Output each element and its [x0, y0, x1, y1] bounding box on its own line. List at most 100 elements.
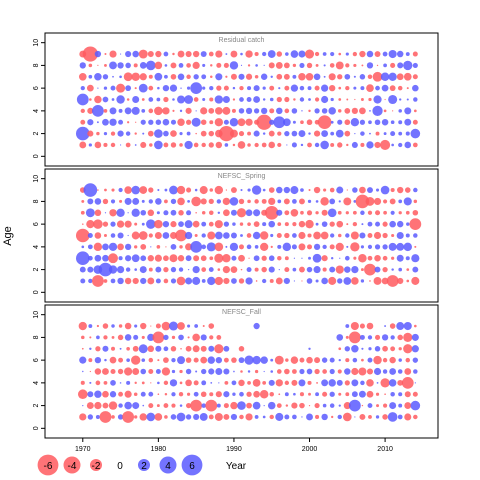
residual-bubble	[359, 232, 366, 239]
residual-bubble	[214, 242, 224, 252]
residual-bubble	[245, 73, 253, 80]
residual-bubble	[344, 73, 351, 80]
panel-title: Residual catch	[219, 37, 265, 44]
residual-bubble	[214, 344, 224, 354]
residual-bubble	[382, 369, 388, 374]
residual-bubble	[139, 266, 147, 274]
residual-bubble	[215, 368, 223, 375]
residual-bubble	[178, 392, 184, 397]
residual-bubble	[299, 368, 305, 375]
residual-bubble	[336, 186, 344, 194]
residual-bubble	[292, 199, 297, 204]
residual-bubble	[381, 334, 389, 341]
residual-bubble	[414, 245, 417, 248]
residual-bubble	[292, 233, 297, 238]
residual-bubble	[306, 210, 313, 216]
residual-bubble	[208, 198, 214, 205]
residual-bubble	[132, 368, 140, 375]
residual-bubble	[119, 53, 122, 55]
residual-bubble	[277, 142, 282, 148]
residual-bubble	[178, 267, 184, 272]
residual-bubble	[360, 142, 365, 147]
residual-bubble	[398, 358, 402, 362]
residual-bubble	[350, 231, 359, 240]
residual-bubble	[358, 367, 367, 376]
residual-bubble	[359, 50, 366, 58]
residual-bubble	[373, 197, 382, 205]
residual-bubble	[179, 143, 183, 147]
residual-bubble	[345, 392, 350, 397]
residual-bubble	[369, 110, 371, 112]
residual-bubble	[338, 358, 341, 362]
residual-bubble	[298, 231, 306, 240]
residual-bubble	[335, 242, 344, 251]
residual-bubble	[210, 64, 213, 67]
residual-bubble	[170, 278, 177, 284]
residual-bubble	[184, 220, 193, 229]
residual-bubble	[245, 118, 253, 126]
residual-bubble	[321, 277, 328, 285]
residual-bubble	[148, 391, 154, 397]
residual-bubble	[109, 61, 117, 70]
x-tick-label: 1990	[226, 446, 242, 453]
residual-bubble	[177, 118, 185, 126]
residual-bubble	[375, 85, 380, 91]
residual-bubble	[331, 415, 334, 419]
residual-bubble	[168, 321, 178, 331]
residual-bubble	[193, 255, 200, 262]
residual-bubble	[260, 356, 268, 364]
residual-bubble	[131, 231, 140, 240]
residual-bubble	[147, 255, 154, 262]
residual-bubble	[346, 245, 349, 248]
residual-bubble	[215, 391, 222, 398]
residual-bubble	[308, 109, 311, 113]
residual-bubble	[201, 211, 206, 215]
residual-bubble	[88, 74, 93, 79]
residual-bubble	[383, 109, 387, 113]
residual-bubble	[261, 198, 267, 204]
residual-bubble	[178, 63, 184, 68]
residual-bubble	[255, 64, 258, 67]
residual-bubble	[369, 132, 371, 135]
residual-bubble	[87, 414, 93, 420]
residual-bubble	[247, 380, 251, 385]
residual-bubble	[148, 108, 154, 114]
residual-bubble	[230, 209, 237, 216]
residual-bubble	[291, 379, 298, 386]
residual-bubble	[262, 188, 266, 192]
residual-bubble	[321, 209, 328, 216]
residual-bubble	[102, 323, 109, 329]
residual-bubble	[118, 256, 123, 261]
residual-bubble	[80, 86, 85, 91]
residual-bubble	[163, 51, 169, 57]
y-tick-label: 4	[33, 245, 40, 249]
residual-bubble	[194, 188, 198, 192]
residual-bubble	[396, 50, 404, 58]
residual-bubble	[330, 131, 335, 136]
residual-bubble	[238, 254, 245, 262]
residual-bubble	[366, 84, 374, 92]
residual-bubble	[147, 130, 154, 137]
residual-bubble	[81, 199, 85, 203]
residual-bubble	[131, 106, 140, 115]
residual-bubble	[148, 119, 154, 125]
residual-bubble	[366, 62, 374, 69]
residual-bubble	[344, 266, 351, 273]
residual-bubble	[359, 119, 366, 125]
residual-bubble	[179, 381, 183, 385]
residual-bubble	[254, 74, 259, 79]
residual-bubble	[322, 52, 327, 56]
residual-bubble	[276, 73, 283, 80]
residual-bubble	[323, 188, 327, 192]
residual-bubble	[321, 255, 328, 262]
residual-bubble	[383, 210, 387, 215]
residual-bubble	[214, 95, 224, 104]
residual-bubble	[376, 404, 380, 408]
residual-bubble	[335, 61, 344, 70]
residual-bubble	[133, 392, 138, 396]
residual-bubble	[169, 254, 178, 263]
residual-bubble	[270, 245, 273, 248]
residual-bubble	[412, 357, 419, 363]
residual-bubble	[270, 370, 274, 373]
residual-bubble	[387, 412, 398, 422]
